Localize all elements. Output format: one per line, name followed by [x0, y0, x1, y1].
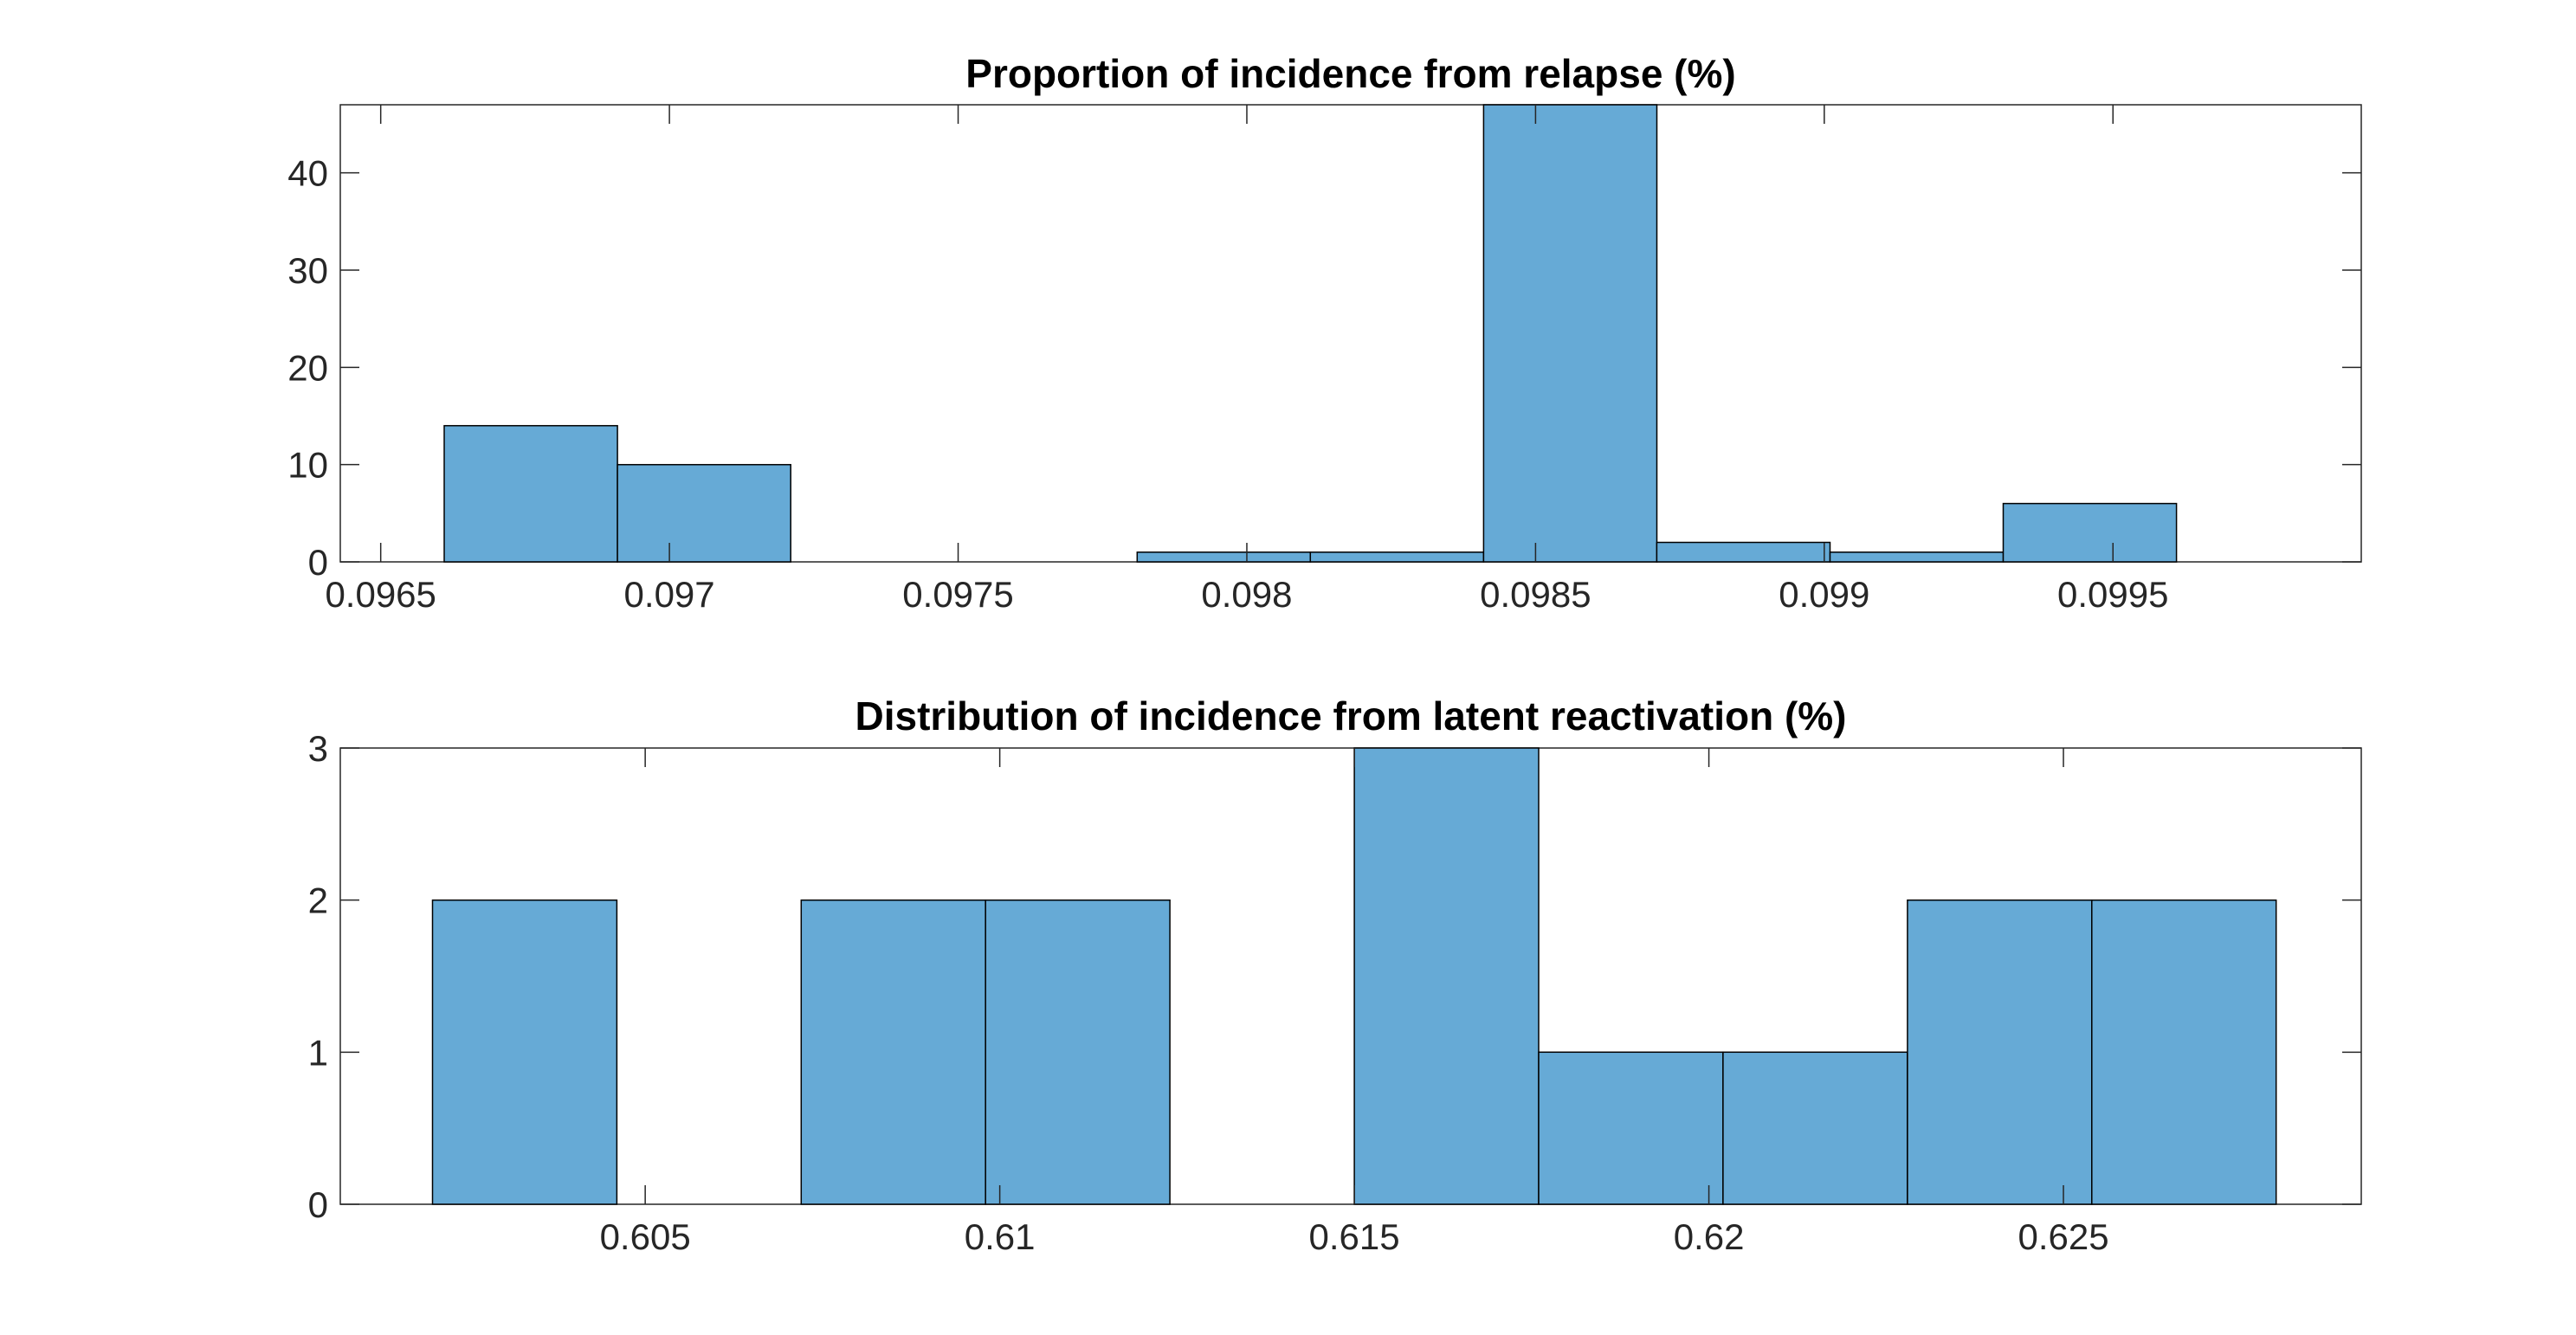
histogram-bar-relapse-1	[617, 463, 791, 563]
histogram-bar-latent-3	[985, 899, 1171, 1205]
histogram-bar-latent-0	[431, 899, 618, 1205]
histogram-bar-latent-2	[800, 899, 986, 1205]
y-tick-label-relapse-2: 20	[287, 347, 328, 388]
y-tick-label-latent-1: 1	[308, 1032, 328, 1073]
histogram-bar-latent-7	[1722, 1051, 1908, 1205]
x-tick-label-latent-4: 0.625	[2018, 1216, 2108, 1257]
histogram-bar-latent-6	[1538, 1051, 1724, 1205]
x-tick-label-latent-2: 0.615	[1309, 1216, 1400, 1257]
histogram-bar-relapse-7	[1656, 541, 1831, 563]
x-tick-label-relapse-2: 0.0975	[902, 574, 1013, 615]
y-tick-label-relapse-0: 0	[308, 542, 328, 583]
x-tick-label-latent-3: 0.62	[1674, 1216, 1745, 1257]
y-tick-label-relapse-1: 10	[287, 445, 328, 486]
bars-relapse	[443, 104, 2178, 563]
ticks-relapse: 0.0965 0.097 0.0975 0.098 0.0985 0.099 0.0995 0…	[287, 105, 2361, 615]
y-tick-label-latent-3: 3	[308, 728, 328, 769]
histogram-bar-relapse-4	[1136, 551, 1312, 563]
chart-title-relapse: Proportion of incidence from relapse (%)	[965, 51, 1735, 96]
y-tick-label-latent-2: 2	[308, 880, 328, 921]
histogram-bar-latent-9	[2091, 899, 2277, 1205]
x-tick-label-relapse-0: 0.0965	[325, 574, 436, 615]
subplot-relapse: Proportion of incidence from relapse (%)…	[287, 51, 2362, 615]
subplot-latent: Distribution of incidence from latent re…	[308, 693, 2362, 1257]
histogram-bar-relapse-8	[1829, 551, 2005, 563]
chart-title-latent: Distribution of incidence from latent re…	[855, 693, 1846, 738]
y-tick-label-relapse-4: 40	[287, 153, 328, 194]
histogram-bar-latent-8	[1907, 899, 2093, 1205]
y-tick-label-latent-0: 0	[308, 1184, 328, 1225]
histogram-bar-relapse-9	[2002, 502, 2178, 563]
y-tick-label-relapse-3: 30	[287, 250, 328, 291]
x-tick-label-latent-0: 0.605	[600, 1216, 691, 1257]
x-tick-label-relapse-6: 0.0995	[2057, 574, 2168, 615]
x-tick-label-relapse-5: 0.099	[1779, 574, 1869, 615]
histogram-bar-relapse-6	[1482, 104, 1658, 563]
histogram-bar-relapse-0	[443, 424, 618, 563]
histogram-bar-relapse-5	[1309, 551, 1485, 563]
ticks-latent: 0.605 0.61 0.615 0.62 0.625 0 1 2 3	[308, 728, 2361, 1257]
histogram-bar-latent-5	[1353, 747, 1540, 1205]
x-tick-label-latent-1: 0.61	[965, 1216, 1036, 1257]
bars-latent	[431, 747, 2277, 1205]
x-tick-label-relapse-1: 0.097	[624, 574, 715, 615]
x-tick-label-relapse-4: 0.0985	[1480, 574, 1591, 615]
x-tick-label-relapse-3: 0.098	[1201, 574, 1292, 615]
